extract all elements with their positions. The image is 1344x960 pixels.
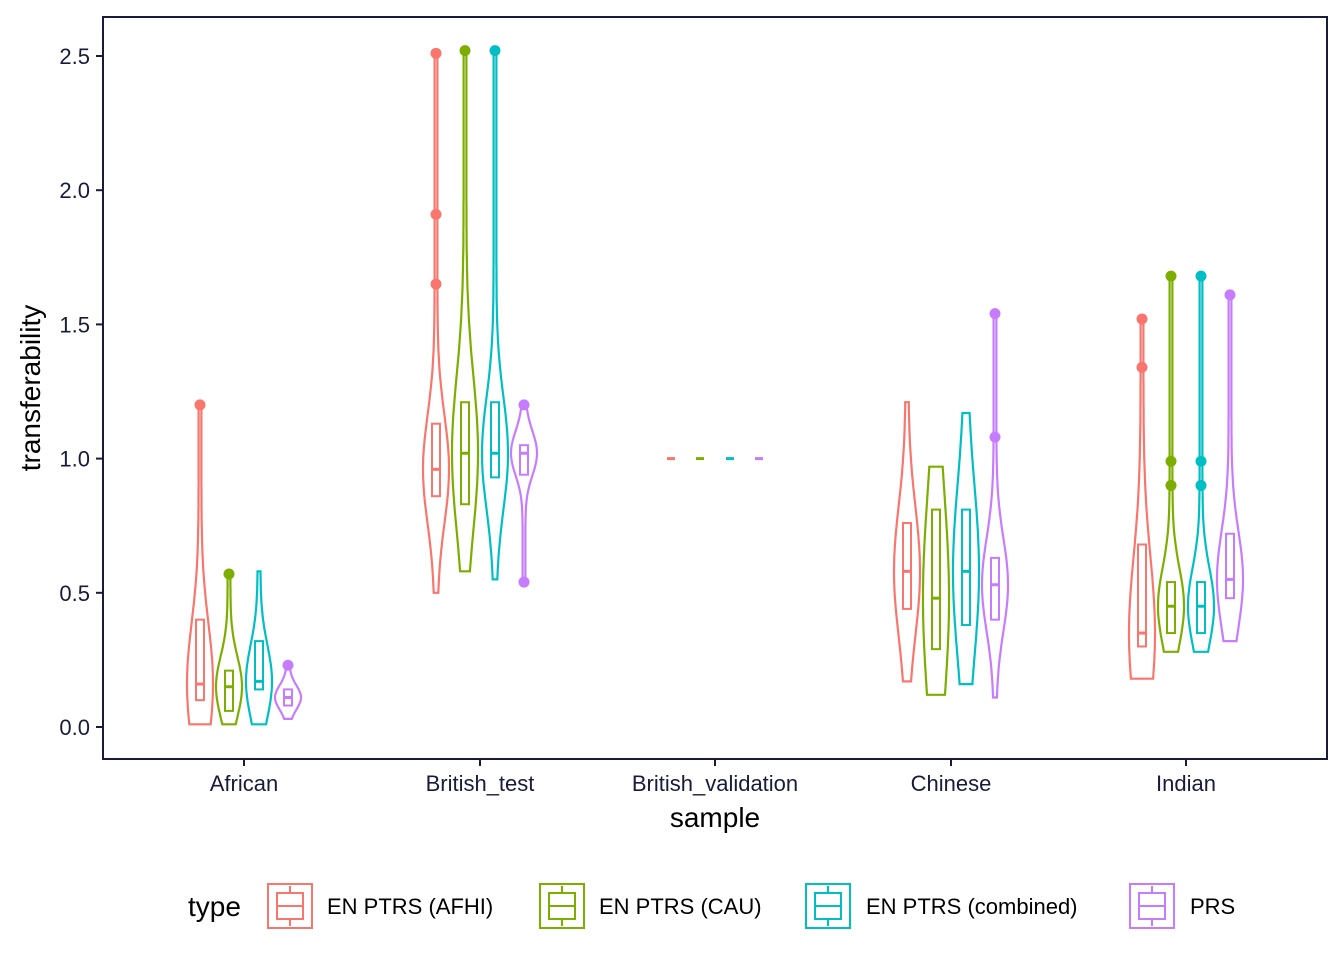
box	[195, 618, 205, 702]
x-tick-label: African	[210, 771, 278, 796]
outlier-point	[489, 45, 501, 57]
outlier-point	[1136, 361, 1148, 373]
y-tick-label: 1.5	[59, 312, 90, 337]
legend: type EN PTRS (AFHI) EN PTRS (CAU) EN PTRS …	[188, 883, 1235, 929]
outlier-point	[194, 399, 206, 411]
outlier-point	[430, 278, 442, 290]
legend-key	[267, 883, 313, 929]
box	[931, 508, 941, 651]
outlier-point	[1195, 270, 1207, 282]
violin-layer	[185, 45, 1245, 726]
violin-group	[480, 45, 510, 581]
box	[990, 556, 1000, 621]
outlier-point	[1165, 479, 1177, 491]
legend-label: PRS	[1190, 894, 1235, 919]
violin-group	[892, 401, 922, 683]
box	[224, 669, 234, 712]
x-tick-label: Chinese	[911, 771, 992, 796]
y-tick-label: 2.0	[59, 178, 90, 203]
y-axis: 0.0 0.5 1.0 1.5 2.0 2.5	[59, 44, 103, 740]
legend-label: EN PTRS (combined)	[866, 894, 1078, 919]
violin-group	[421, 47, 451, 594]
outlier-point	[430, 47, 442, 59]
legend-key	[1129, 883, 1175, 929]
outlier-point	[1195, 455, 1207, 467]
violin	[421, 52, 451, 594]
outlier-point	[1165, 455, 1177, 467]
violin-group	[921, 465, 951, 696]
y-tick-label: 1.0	[59, 447, 90, 472]
legend-label: EN PTRS (CAU)	[599, 894, 762, 919]
violin-group	[980, 308, 1010, 699]
outlier-point	[1136, 313, 1148, 325]
violin-group	[1127, 313, 1157, 680]
box	[1225, 532, 1235, 600]
violin	[921, 465, 951, 696]
outlier-point	[1224, 289, 1236, 301]
violin-group	[1156, 270, 1186, 653]
violin	[951, 411, 981, 686]
outlier-point	[223, 568, 235, 580]
box	[431, 422, 441, 498]
legend-title: type	[188, 891, 241, 922]
x-tick-label: British_validation	[632, 771, 798, 796]
outlier-point	[1165, 270, 1177, 282]
violin-group	[244, 570, 274, 726]
outlier-point	[989, 308, 1001, 320]
box	[1137, 543, 1147, 648]
legend-key	[805, 883, 851, 929]
box	[254, 640, 264, 691]
y-axis-title: transferability	[15, 305, 46, 472]
outlier-point	[518, 576, 530, 588]
outlier-point	[989, 431, 1001, 443]
violin	[480, 49, 510, 581]
box	[902, 522, 912, 610]
outlier-point	[518, 399, 530, 411]
y-tick-label: 0.5	[59, 581, 90, 606]
violin	[892, 401, 922, 683]
violin-group	[185, 399, 215, 726]
outlier-point	[1195, 479, 1207, 491]
x-axis: African British_test British_validation Chi…	[210, 759, 1216, 796]
violin-group	[214, 568, 244, 726]
box	[961, 508, 971, 627]
outlier-point	[459, 45, 471, 57]
box	[519, 444, 529, 476]
violin-group	[509, 399, 539, 588]
x-tick-label: Indian	[1156, 771, 1216, 796]
violin-group	[951, 411, 981, 686]
violin-group	[450, 45, 480, 573]
violin	[509, 403, 539, 584]
x-tick-label: British_test	[426, 771, 535, 796]
outlier-point	[430, 208, 442, 220]
violin-group	[1186, 270, 1216, 653]
legend-label: EN PTRS (AFHI)	[327, 894, 493, 919]
legend-key	[539, 883, 585, 929]
box	[490, 401, 500, 479]
y-tick-label: 2.5	[59, 44, 90, 69]
violin-group	[1215, 289, 1245, 643]
x-axis-title: sample	[670, 802, 760, 833]
violin-group	[273, 659, 303, 720]
violin	[980, 312, 1010, 699]
outlier-point	[282, 659, 294, 671]
violin	[244, 570, 274, 726]
y-tick-label: 0.0	[59, 715, 90, 740]
